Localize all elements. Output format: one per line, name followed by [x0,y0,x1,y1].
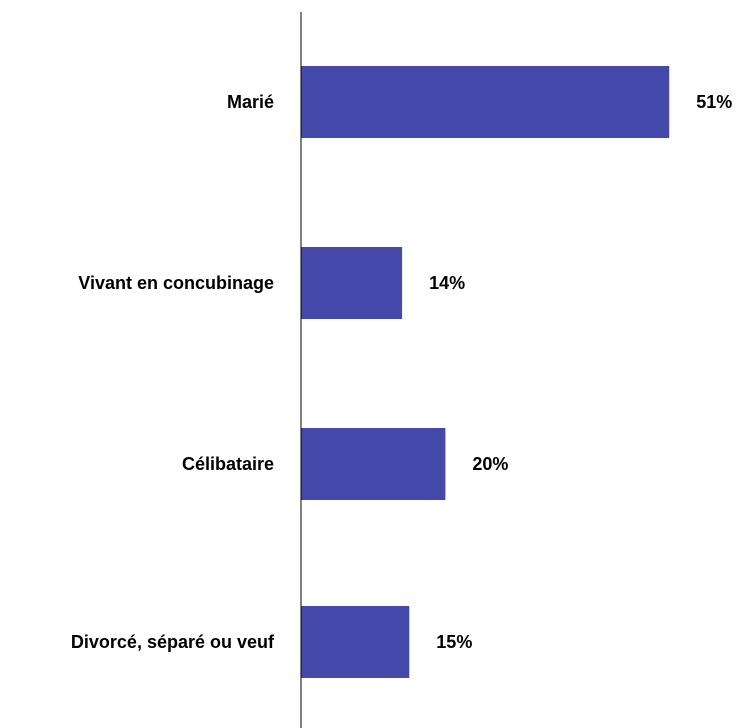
bar-0 [301,66,670,138]
category-label-2: Célibataire [182,454,274,474]
value-label-1: 14% [429,273,465,293]
bar-3 [301,606,410,678]
category-label-3: Divorcé, séparé ou veuf [71,632,275,652]
value-label-3: 15% [436,632,472,652]
category-label-1: Vivant en concubinage [78,273,274,293]
category-labels: Marié Vivant en concubinage Célibataire Div… [71,92,275,652]
value-label-2: 20% [472,454,508,474]
bars-group [301,66,670,678]
bar-2 [301,428,446,500]
category-label-0: Marié [227,92,274,112]
bar-1 [301,247,403,319]
value-labels: 51% 14% 20% 15% [429,92,732,652]
value-label-0: 51% [696,92,732,112]
